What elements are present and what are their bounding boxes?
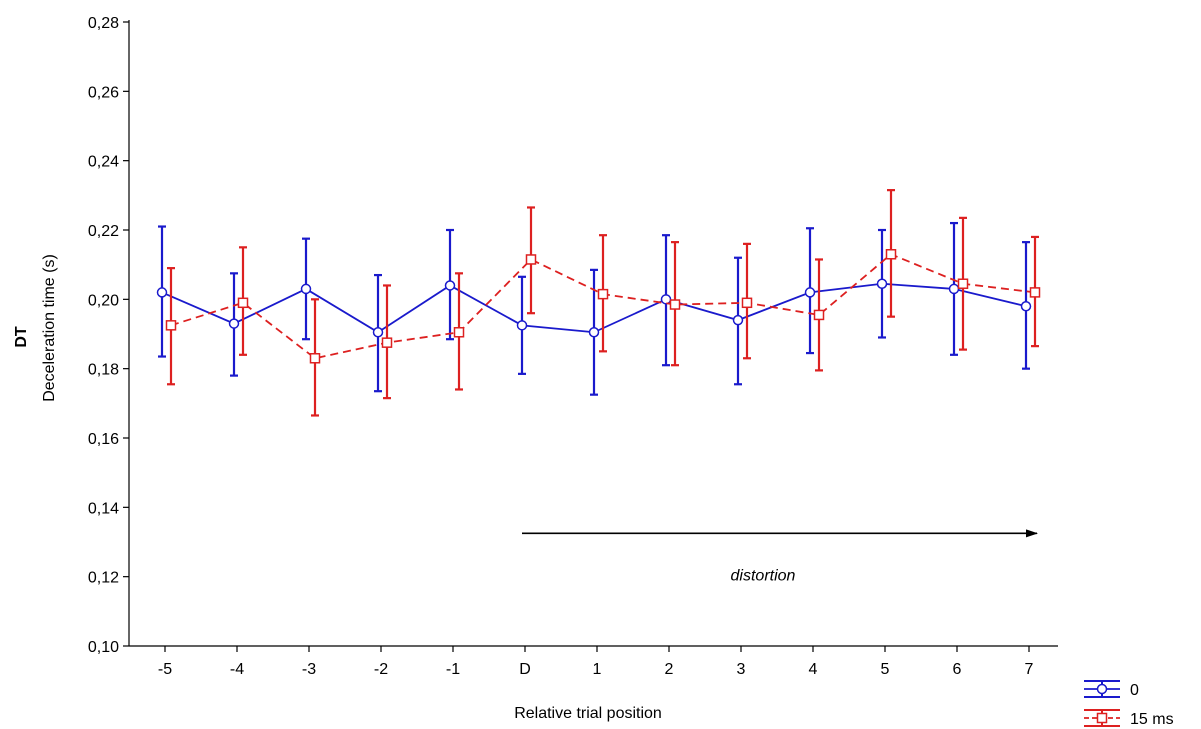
data-point xyxy=(453,327,465,338)
y-axis-label: Deceleration time (s) xyxy=(41,254,58,402)
distortion-label: distortion xyxy=(731,567,796,584)
x-tick-label: 1 xyxy=(593,661,602,678)
data-point xyxy=(381,337,393,348)
x-tick-label: 3 xyxy=(737,661,746,678)
data-point xyxy=(804,287,816,298)
x-tick-label: 5 xyxy=(881,661,890,678)
data-point xyxy=(372,327,384,338)
y-tick-label: 0,12 xyxy=(88,570,119,587)
y-tick-label: 0,16 xyxy=(88,431,119,448)
x-tick-label: 7 xyxy=(1025,661,1034,678)
data-point xyxy=(732,314,744,326)
y-tick-label: 0,14 xyxy=(88,500,119,517)
data-point xyxy=(588,327,600,338)
x-tick-label: -5 xyxy=(158,661,172,678)
series-1 xyxy=(165,189,1041,417)
y-tick-label: 0,20 xyxy=(88,292,119,309)
y-tick-label: 0,26 xyxy=(88,84,119,101)
x-tick-label: -2 xyxy=(374,661,388,678)
data-point xyxy=(237,297,249,309)
series-0 xyxy=(156,221,1032,396)
axes xyxy=(128,20,1058,647)
x-tick-label: -4 xyxy=(230,661,244,678)
distortion-annotation: distortion xyxy=(522,529,1038,584)
data-point xyxy=(885,249,897,260)
data-point xyxy=(957,278,969,289)
legend-marker xyxy=(1096,712,1108,724)
data-point xyxy=(660,294,672,305)
y-tick-label: 0,22 xyxy=(88,223,119,240)
data-point xyxy=(444,280,456,291)
data-point xyxy=(876,278,888,289)
y-tick-label: 0,24 xyxy=(88,154,119,171)
legend: 0 15 ms xyxy=(1084,680,1174,728)
x-tick-label: 6 xyxy=(953,661,962,678)
x-tick-label: D xyxy=(519,661,531,678)
data-point xyxy=(525,254,537,265)
legend-label: 15 ms xyxy=(1130,711,1174,728)
x-axis-label: Relative trial position xyxy=(514,705,662,722)
x-tick-label: -1 xyxy=(446,661,460,678)
data-point xyxy=(948,283,960,295)
legend-item: 0 xyxy=(1084,680,1139,699)
y-axis-ticks: 0,10 0,12 0,14 0,16 0,18 0,20 0,22 0,24 0,26 0,28 xyxy=(88,15,129,656)
y-tick-label: 0,18 xyxy=(88,362,119,379)
legend-item: 15 ms xyxy=(1084,709,1174,728)
y-tick-label: 0,10 xyxy=(88,639,119,656)
data-point xyxy=(165,320,177,331)
x-axis-ticks: -5 -4 -3 -2 -1 D 1 2 3 4 5 6 7 xyxy=(158,646,1034,678)
data-point xyxy=(813,309,825,321)
legend-label: 0 xyxy=(1130,682,1139,699)
data-point xyxy=(300,283,312,295)
data-point xyxy=(309,353,321,364)
data-point xyxy=(1029,287,1041,298)
x-tick-label: 4 xyxy=(809,661,818,678)
data-point xyxy=(597,288,609,300)
x-tick-label: 2 xyxy=(665,661,674,678)
data-point xyxy=(156,287,168,298)
series-layer xyxy=(156,189,1041,417)
data-point xyxy=(741,297,753,309)
data-point xyxy=(228,318,240,329)
y-axis-label-bold: DT xyxy=(13,326,30,348)
y-tick-label: 0,28 xyxy=(88,15,119,32)
legend-marker xyxy=(1096,683,1108,695)
data-point xyxy=(669,299,681,310)
data-point xyxy=(516,320,528,331)
data-point xyxy=(1020,301,1032,312)
x-tick-label: -3 xyxy=(302,661,316,678)
